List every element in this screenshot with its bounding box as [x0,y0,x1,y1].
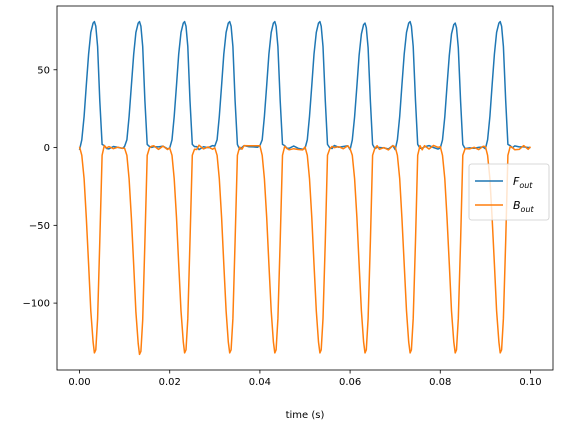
x-tick-label: 0.04 [249,377,271,388]
x-tick-label: 0.02 [159,377,181,388]
plot-frame [56,5,554,371]
legend: Fout Bout [468,163,550,221]
x-tick-label: 0.00 [68,377,90,388]
series-layer [78,20,532,356]
x-tick-label: 0.06 [339,377,361,388]
series-line-b-out [78,144,532,356]
x-tick-label: 0.10 [519,377,541,388]
y-tick-label: −50 [29,221,50,232]
legend-entry: Fout [513,175,533,190]
x-axis: 0.00 0.02 0.04 0.06 0.08 0.10 [68,370,542,388]
y-tick-label: −100 [23,299,50,310]
x-axis-label: time (s) [286,410,325,421]
y-axis: 50 0 −50 −100 [23,65,57,310]
y-tick-label: 50 [37,65,50,76]
y-tick-label: 0 [44,143,50,154]
legend-box [468,163,550,221]
x-tick-label: 0.08 [429,377,451,388]
legend-entry: Bout [513,199,535,214]
